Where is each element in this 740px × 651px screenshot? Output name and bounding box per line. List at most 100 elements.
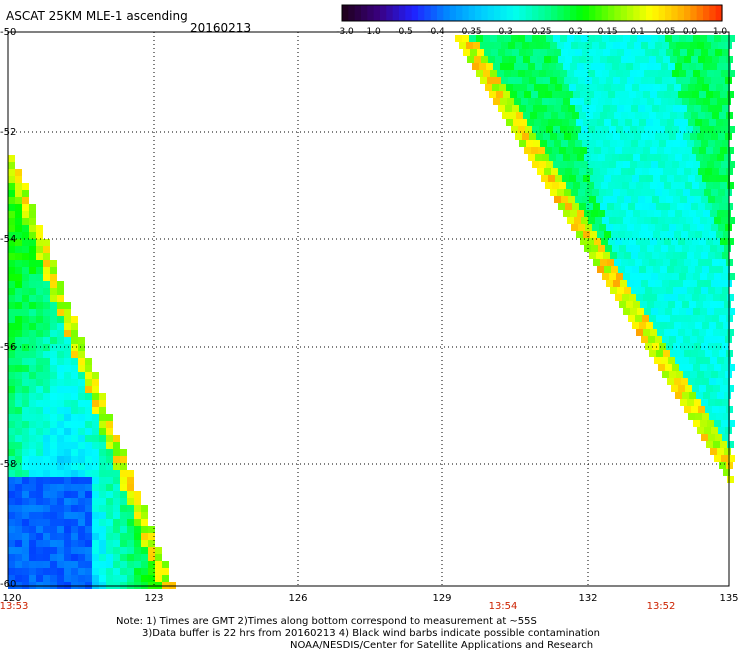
swath-cell [700, 70, 707, 77]
swath-cell [662, 371, 669, 378]
swath-cell [106, 519, 113, 526]
swath-cell [500, 98, 507, 105]
swath-cell [57, 498, 64, 505]
swath-cell [50, 554, 57, 561]
swath-cell [78, 372, 85, 379]
swath-cell [599, 42, 606, 49]
swath-cell [99, 561, 106, 568]
swath-cell [15, 575, 22, 582]
swath-cell [512, 105, 519, 112]
swath-cell [148, 526, 155, 533]
swath-cell [592, 133, 599, 140]
swath-cell [36, 337, 43, 344]
swath-cell [549, 154, 556, 161]
swath-cell [664, 182, 671, 189]
colorbar-cell [627, 5, 634, 21]
swath-cell [670, 350, 677, 357]
swath-cell [720, 91, 727, 98]
swath-cell [578, 224, 585, 231]
swath-cell [106, 540, 113, 547]
swath-cell [36, 239, 43, 246]
swath-cell [85, 456, 92, 463]
swath-cell [506, 84, 513, 91]
swath-cell [489, 91, 496, 98]
swath-cell [676, 336, 683, 343]
swath-cell [670, 112, 677, 119]
swath-cell [700, 35, 707, 42]
swath-cell [573, 182, 580, 189]
swath-cell [71, 414, 78, 421]
swath-cell [625, 84, 632, 91]
swath-cell [8, 197, 15, 204]
time-label: 13:54 [488, 601, 518, 612]
swath-cell [600, 112, 607, 119]
swath-cell [85, 463, 92, 470]
swath-cell [15, 505, 22, 512]
swath-cell [624, 49, 631, 56]
swath-cell [710, 301, 717, 308]
swath-left [8, 155, 176, 589]
swath-cell [36, 463, 43, 470]
swath-cell [64, 470, 71, 477]
swath-cell [696, 392, 703, 399]
swath-cell [480, 42, 487, 49]
swath-cell [672, 308, 679, 315]
swath-cell [716, 378, 723, 385]
swath-cell [682, 210, 689, 217]
swath-cell [605, 63, 612, 70]
swath-cell [709, 378, 716, 385]
swath-cell [651, 308, 658, 315]
swath-cell [71, 386, 78, 393]
swath-cell [722, 399, 729, 406]
swath-cell [578, 42, 585, 49]
swath-cell [92, 512, 99, 519]
swath-cell [632, 266, 639, 273]
swath-cell [548, 175, 555, 182]
swath-cell [719, 259, 726, 266]
swath-cell [705, 112, 712, 119]
swath-cell [36, 421, 43, 428]
swath-cell [127, 554, 134, 561]
swath-cell [15, 421, 22, 428]
swath-cell [574, 161, 581, 168]
swath-cell [565, 203, 572, 210]
swath-cell [557, 133, 564, 140]
swath-cell [665, 70, 672, 77]
swath-cell [15, 477, 22, 484]
swath-cell [670, 259, 677, 266]
swath-cell [638, 140, 645, 147]
swath-cell [8, 477, 15, 484]
swath-cell [696, 63, 703, 70]
swath-cell [538, 147, 545, 154]
swath-cell [106, 435, 113, 442]
colorbar-cell [519, 5, 527, 21]
swath-cell [43, 407, 50, 414]
swath-cell [643, 294, 650, 301]
swath-cell [700, 308, 707, 315]
swath-cell [719, 56, 726, 63]
swath-cell [85, 407, 92, 414]
swath-cell [36, 309, 43, 316]
swath-cell [583, 119, 590, 126]
swath-cell [43, 561, 50, 568]
colorbar-cell [525, 5, 533, 21]
swath-cell [721, 420, 728, 427]
swath-cell [658, 273, 665, 280]
swath-cell [626, 98, 633, 105]
swath-cell [652, 49, 659, 56]
swath-cell [618, 266, 625, 273]
swath-cell [631, 49, 638, 56]
swath-cell [8, 456, 15, 463]
swath-cell [672, 70, 679, 77]
swath-cell [99, 519, 106, 526]
swath-cell [675, 392, 682, 399]
swath-cell [15, 393, 22, 400]
swath-cell [611, 84, 618, 91]
swath-cell [699, 147, 706, 154]
swath-cell [588, 217, 595, 224]
colorbar-cell [557, 5, 565, 21]
swath-cell [537, 56, 544, 63]
colorbar-cell [709, 5, 717, 21]
swath-cell [8, 491, 15, 498]
swath-cell [50, 386, 57, 393]
